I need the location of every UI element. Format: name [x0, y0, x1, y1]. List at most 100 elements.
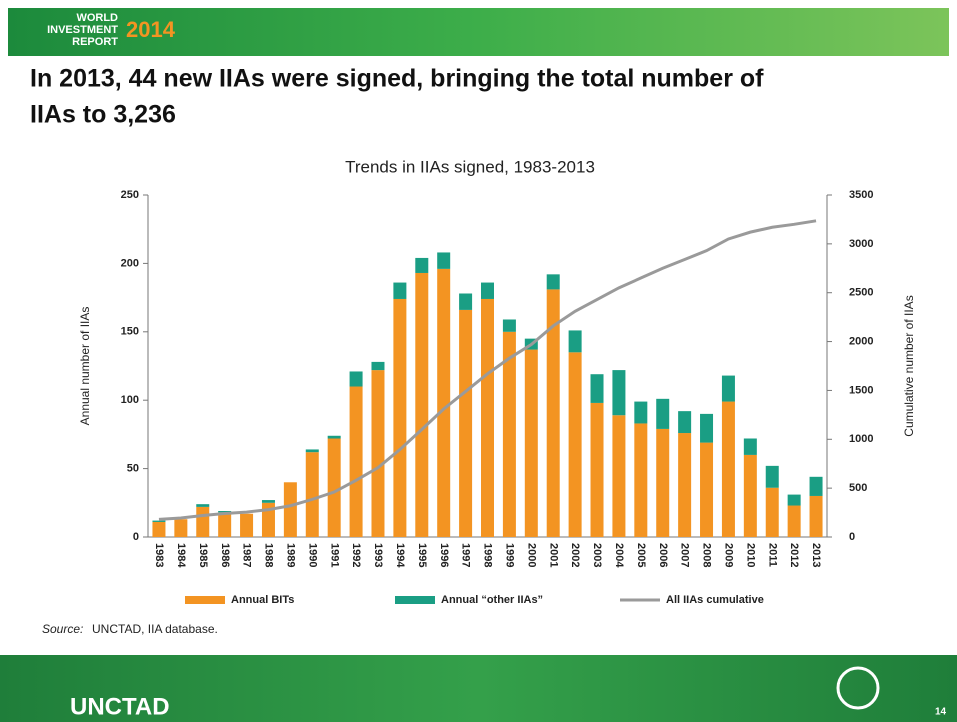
bar	[152, 521, 166, 537]
bar	[371, 361, 385, 371]
x-tick-label: 2001	[547, 543, 559, 567]
x-tick-label: 1999	[503, 543, 515, 567]
x-tick-label: 1988	[263, 543, 275, 567]
bar	[218, 511, 232, 513]
bar	[787, 494, 801, 506]
x-tick-label: 1993	[372, 543, 384, 567]
y2-tick-label: 3500	[849, 189, 873, 201]
x-tick-label: 1997	[460, 543, 472, 567]
y2-tick-label: 2000	[849, 335, 873, 347]
bar	[371, 370, 385, 537]
bar	[809, 476, 823, 496]
x-tick-label: 1994	[394, 543, 406, 568]
legend-label: Annual BITs	[231, 594, 294, 606]
x-tick-label: 2002	[569, 543, 581, 567]
y-tick-label: 100	[121, 394, 139, 406]
x-tick-label: 1991	[328, 543, 340, 567]
bar	[700, 413, 714, 443]
slide-title: IIAs to 3,236	[30, 101, 176, 129]
header-band	[8, 8, 949, 56]
bar	[787, 505, 801, 537]
y-tick-label: 250	[121, 189, 139, 201]
bar	[481, 282, 494, 299]
x-tick-label: 1984	[175, 543, 187, 568]
page-number: 14	[935, 707, 947, 718]
y2-tick-label: 2500	[849, 287, 873, 299]
bar	[437, 252, 451, 269]
bar	[240, 513, 254, 537]
bar	[305, 452, 319, 537]
x-tick-label: 1995	[416, 543, 428, 567]
bar	[634, 401, 648, 424]
bar	[765, 465, 779, 488]
y-tick-label: 50	[127, 463, 139, 475]
x-tick-label: 2007	[679, 543, 691, 567]
y2-tick-label: 1000	[849, 433, 873, 445]
bar	[437, 268, 451, 537]
x-tick-label: 1983	[153, 543, 165, 567]
bar	[568, 352, 582, 537]
bar	[459, 309, 473, 537]
un-emblem	[836, 666, 880, 710]
bar	[327, 438, 341, 537]
bar	[546, 289, 560, 537]
x-tick-label: 2013	[810, 543, 822, 567]
x-tick-label: 1985	[197, 543, 209, 567]
y2-axis-label: Cumulative number of IIAs	[902, 295, 916, 436]
bar	[152, 520, 166, 522]
legend-label: All IIAs cumulative	[666, 594, 764, 606]
legend-swatch	[395, 596, 435, 604]
bar	[174, 519, 188, 537]
source-label: Source:	[42, 622, 83, 636]
bar	[393, 282, 407, 299]
bar	[568, 330, 582, 353]
bar	[305, 449, 319, 453]
bar	[634, 423, 648, 537]
bar	[459, 293, 473, 310]
bar	[349, 371, 363, 387]
x-tick-label: 2005	[635, 543, 647, 567]
bar	[678, 433, 692, 537]
x-tick-label: 2011	[766, 543, 778, 567]
bar	[524, 349, 538, 537]
bar	[196, 504, 210, 507]
slide-title: In 2013, 44 new IIAs were signed, bringi…	[30, 65, 764, 93]
bar	[218, 512, 232, 537]
x-tick-label: 1986	[219, 543, 231, 567]
x-tick-label: 1989	[284, 543, 296, 567]
x-tick-label: 2009	[723, 543, 735, 567]
y-tick-label: 200	[121, 257, 139, 269]
bar	[809, 495, 823, 537]
header-text: REPORT	[72, 36, 118, 48]
bar	[261, 500, 275, 503]
x-tick-label: 2006	[657, 543, 669, 567]
footer-band	[0, 655, 957, 722]
bar	[612, 370, 626, 416]
bar	[743, 454, 757, 537]
legend-swatch	[185, 596, 225, 604]
bar	[590, 402, 604, 537]
header-year: 2014	[126, 17, 176, 42]
header-text: WORLD	[76, 12, 118, 24]
y-tick-label: 0	[133, 531, 139, 543]
bar	[349, 386, 363, 537]
bar	[502, 331, 516, 537]
bar	[678, 411, 692, 434]
bar	[656, 398, 670, 429]
footer-org: UNCTAD	[70, 693, 170, 720]
x-tick-label: 1990	[306, 543, 318, 567]
chart-title: Trends in IIAs signed, 1983-2013	[345, 157, 595, 176]
bar	[721, 401, 735, 537]
bar	[700, 442, 714, 537]
bar	[415, 257, 429, 273]
bar	[765, 487, 779, 537]
bar	[283, 482, 297, 537]
x-tick-label: 1992	[350, 543, 362, 567]
bar	[743, 438, 757, 455]
bar	[546, 274, 560, 290]
bar	[590, 374, 604, 403]
y2-tick-label: 3000	[849, 238, 873, 250]
bar	[481, 298, 494, 537]
line	[158, 219, 817, 521]
